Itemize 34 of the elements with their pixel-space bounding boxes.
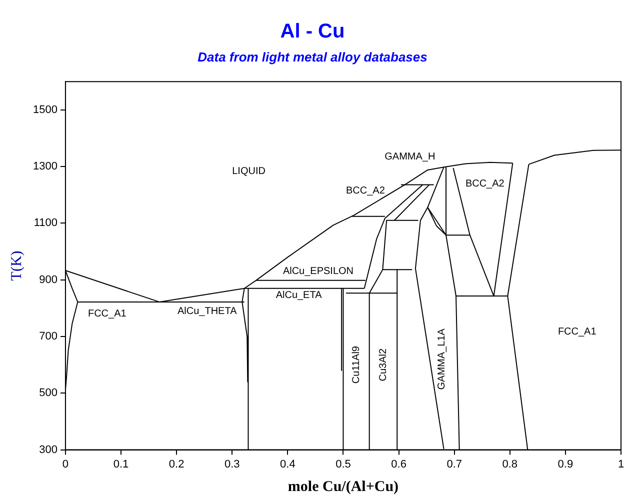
annotation: Cu3Al2 [378, 348, 389, 382]
x-tick-label: 0 [62, 458, 69, 470]
y-tick-label: 1100 [34, 217, 58, 230]
annotation: BCC_A2 [465, 178, 505, 190]
x-tick-label: 0.5 [336, 458, 351, 470]
y-tick-label: 500 [39, 387, 58, 400]
annotation: GAMMA_L1A [436, 328, 448, 390]
x-tick-label: 1 [618, 458, 624, 470]
x-tick-label: 0.2 [168, 458, 184, 470]
x-tick-label: 0.4 [280, 458, 296, 470]
x-tick-label: 0.8 [502, 458, 518, 470]
annotation: FCC_A1 [558, 326, 597, 338]
x-tick-label: 0.3 [224, 458, 240, 470]
y-tick-label: 300 [39, 444, 58, 456]
annotation: BCC_A2 [346, 185, 386, 196]
y-tick-label: 700 [39, 330, 58, 343]
chart-subtitle: Data from light metal alloy databases [198, 49, 428, 64]
x-tick-label: 0.9 [558, 458, 574, 470]
y-axis-title: T(K) [8, 250, 25, 281]
x-tick-label: 0.6 [391, 458, 406, 470]
annotation: GAMMA_H [384, 151, 436, 162]
annotation: AlCu_ETA [276, 290, 322, 302]
annotation: AlCu_THETA [177, 306, 238, 317]
x-tick-label: 0.1 [113, 458, 129, 470]
y-tick-label: 1500 [32, 104, 58, 116]
annotation: LIQUID [232, 166, 266, 177]
chart-title: Al - Cu [280, 20, 345, 43]
annotation: AlCu_EPSILON [282, 266, 354, 278]
annotation: Cu11Al9 [351, 346, 362, 384]
x-axis-title: mole Cu/(Al+Cu) [288, 478, 399, 495]
y-tick-label: 900 [39, 274, 58, 286]
y-tick-label: 1300 [32, 160, 58, 173]
x-tick-label: 0.7 [446, 458, 462, 470]
annotation: FCC_A1 [88, 308, 127, 320]
